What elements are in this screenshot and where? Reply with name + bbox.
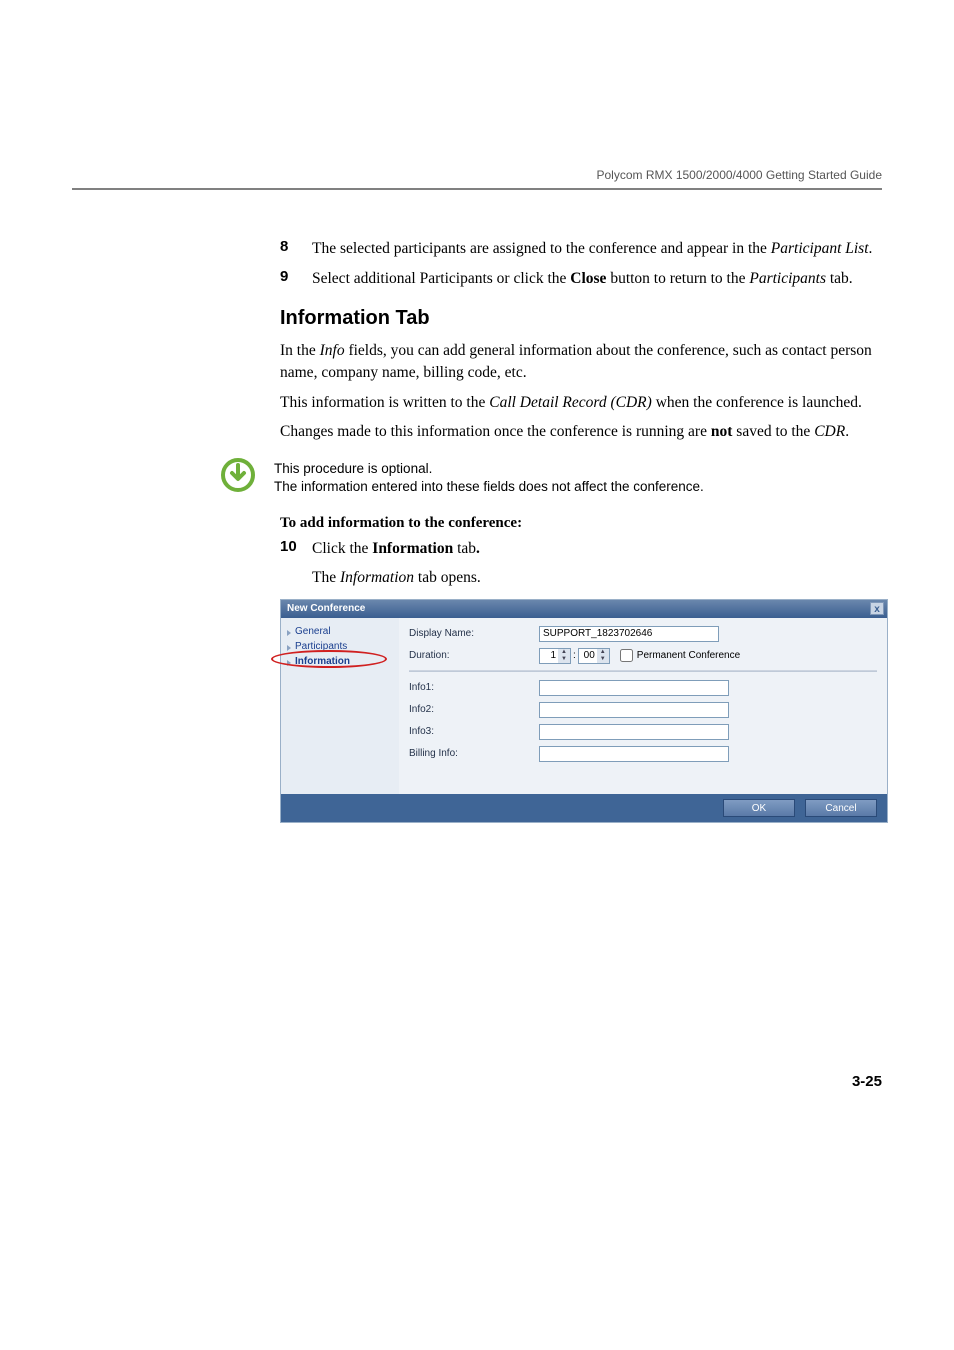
nav-general[interactable]: General [285, 624, 395, 639]
steps-bottom: 10Click the Information tab. [280, 538, 880, 560]
note-line-1: This procedure is optional. [274, 460, 704, 478]
ok-button[interactable]: OK [723, 799, 795, 817]
step-body: Select additional Participants or click … [312, 268, 880, 290]
note-arrow-down-icon [220, 457, 256, 493]
running-head: Polycom RMX 1500/2000/4000 Getting Start… [72, 168, 882, 182]
section-heading-information-tab: Information Tab [280, 307, 880, 330]
step-body: The selected participants are assigned t… [312, 238, 880, 260]
step-number: 8 [280, 238, 312, 260]
dialog-nav: General Participants Information [281, 618, 399, 794]
label-display-name: Display Name: [409, 628, 539, 639]
display-name-input[interactable] [539, 626, 719, 642]
form-separator [409, 670, 877, 672]
duration-hours-input[interactable] [540, 649, 558, 663]
duration-colon: : [573, 650, 576, 661]
note-line-2: The information entered into these field… [274, 478, 704, 496]
close-icon[interactable]: x [870, 602, 884, 615]
duration-minutes-input[interactable] [579, 649, 597, 663]
label-info3: Info3: [409, 726, 539, 737]
label-billing-info: Billing Info: [409, 748, 539, 759]
paragraph: This information is written to the Call … [280, 392, 880, 414]
page-number: 3-25 [72, 1073, 882, 1090]
label-info1: Info1: [409, 682, 539, 693]
billing-info-input[interactable] [539, 746, 729, 762]
info3-input[interactable] [539, 724, 729, 740]
info2-input[interactable] [539, 702, 729, 718]
new-conference-dialog: New Conference x General Participants In… [280, 599, 888, 823]
info1-input[interactable] [539, 680, 729, 696]
note: This procedure is optional. The informat… [220, 457, 882, 496]
step: 8The selected participants are assigned … [280, 238, 880, 260]
step-number: 9 [280, 268, 312, 290]
step: 10Click the Information tab. [280, 538, 880, 560]
permanent-conference-checkbox[interactable] [620, 649, 633, 662]
nav-participants[interactable]: Participants [285, 639, 395, 654]
dialog-title: New Conference [287, 603, 365, 614]
sub-paragraph: The Information tab opens. [312, 567, 880, 589]
duration-hours-stepper[interactable]: ▲▼ [539, 648, 571, 664]
label-info2: Info2: [409, 704, 539, 715]
dialog-form: Display Name: Duration: ▲▼ : ▲▼ [399, 618, 887, 794]
cancel-button[interactable]: Cancel [805, 799, 877, 817]
step: 9Select additional Participants or click… [280, 268, 880, 290]
nav-information[interactable]: Information [285, 654, 395, 669]
dialog-titlebar: New Conference x [281, 600, 887, 618]
step-number: 10 [280, 538, 312, 560]
dialog-footer: OK Cancel [281, 794, 887, 822]
paragraph: In the Info fields, you can add general … [280, 340, 880, 383]
label-permanent-conference: Permanent Conference [637, 650, 740, 661]
step-body: Click the Information tab. [312, 538, 880, 560]
duration-minutes-stepper[interactable]: ▲▼ [578, 648, 610, 664]
procedure-heading: To add information to the conference: [280, 515, 880, 532]
header-rule [72, 188, 882, 190]
label-duration: Duration: [409, 650, 539, 661]
paragraph: Changes made to this information once th… [280, 421, 880, 443]
steps-top: 8The selected participants are assigned … [280, 238, 880, 289]
